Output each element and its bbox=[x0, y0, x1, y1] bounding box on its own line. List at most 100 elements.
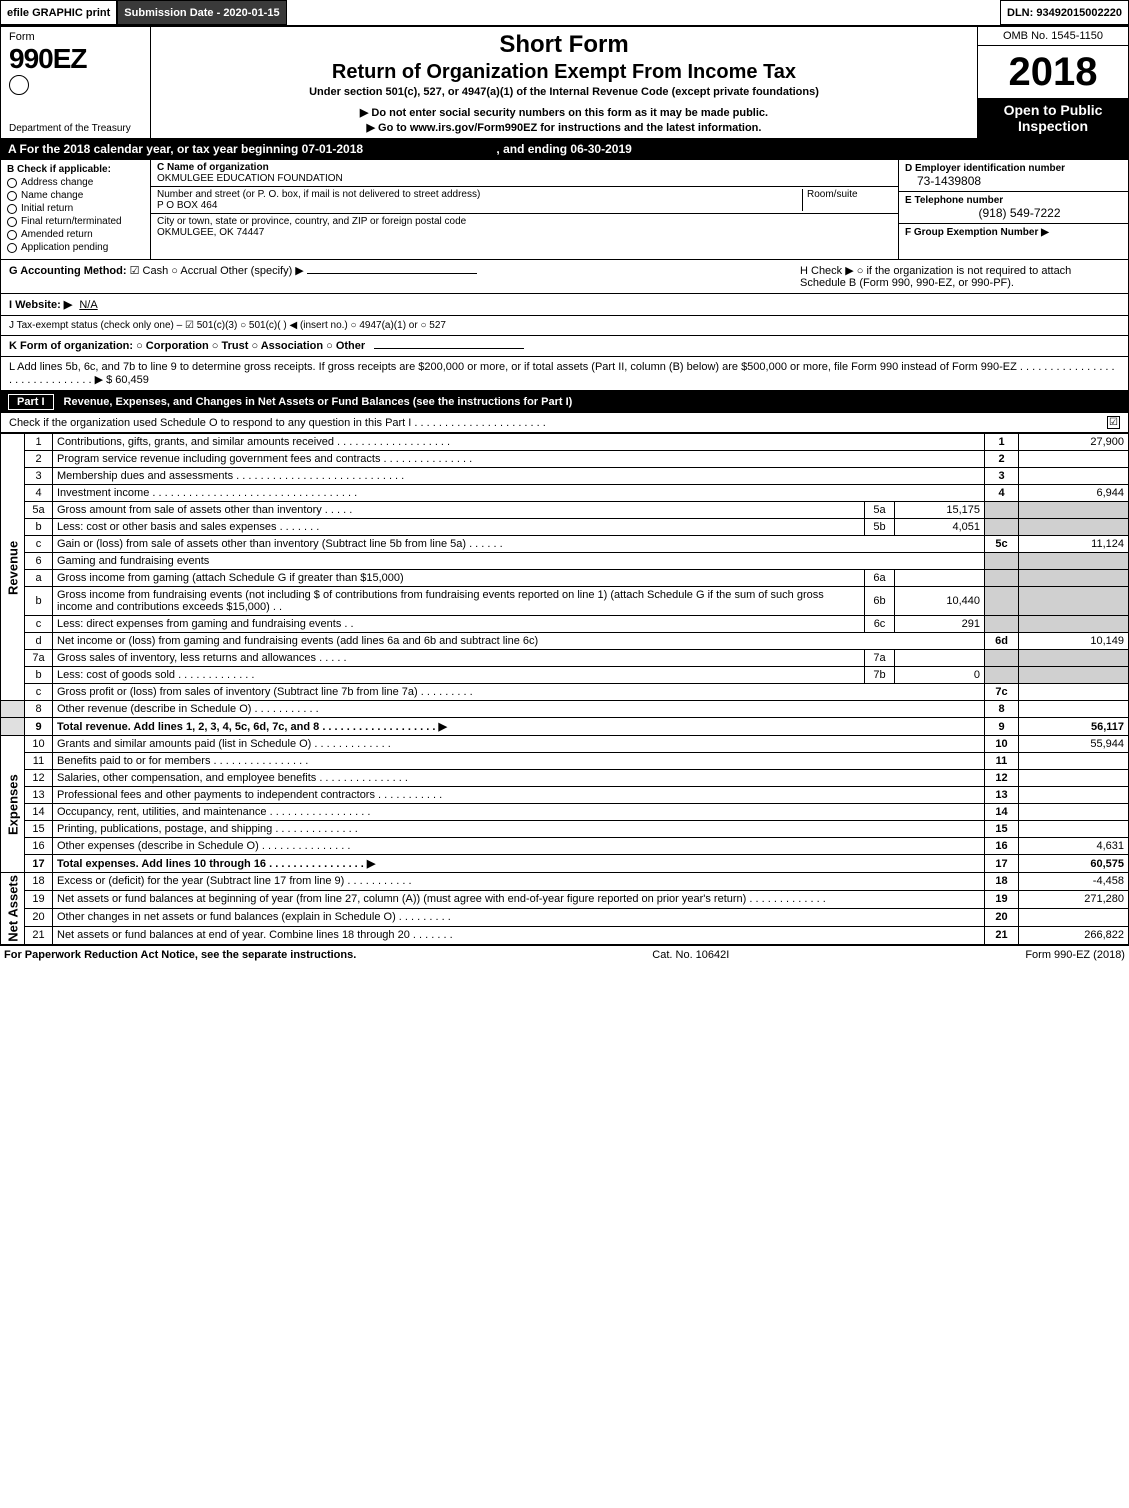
grey-cell bbox=[985, 553, 1019, 570]
line-no: c bbox=[25, 536, 53, 553]
side-spacer bbox=[1, 701, 25, 718]
table-row: 12Salaries, other compensation, and empl… bbox=[1, 770, 1129, 787]
submission-date: Submission Date - 2020-01-15 bbox=[117, 0, 286, 25]
line-no: 6 bbox=[25, 553, 53, 570]
line-box: 7c bbox=[985, 684, 1019, 701]
tax-period-row: A For the 2018 calendar year, or tax yea… bbox=[0, 139, 1129, 159]
line-no: 9 bbox=[25, 718, 53, 736]
line-box: 6d bbox=[985, 633, 1019, 650]
part1-check-text: Check if the organization used Schedule … bbox=[9, 417, 546, 429]
line-no: 14 bbox=[25, 804, 53, 821]
line-no: c bbox=[25, 616, 53, 633]
line-box: 17 bbox=[985, 855, 1019, 873]
section-j: J Tax-exempt status (check only one) – ☑… bbox=[0, 316, 1129, 336]
line-no: b bbox=[25, 519, 53, 536]
table-row: 16Other expenses (describe in Schedule O… bbox=[1, 838, 1129, 855]
checkbox-icon[interactable] bbox=[7, 243, 17, 253]
section-c: C Name of organization OKMULGEE EDUCATIO… bbox=[151, 160, 898, 259]
line-desc: Membership dues and assessments . . . . … bbox=[53, 468, 985, 485]
g-other: Other (specify) ▶ bbox=[220, 265, 304, 277]
line-desc: Professional fees and other payments to … bbox=[53, 787, 985, 804]
line-box: 1 bbox=[985, 434, 1019, 451]
grey-cell bbox=[1019, 553, 1129, 570]
line-amount: 60,575 bbox=[1019, 855, 1129, 873]
checkbox-icon[interactable] bbox=[7, 178, 17, 188]
line-no: b bbox=[25, 667, 53, 684]
telephone-label: E Telephone number bbox=[905, 195, 1122, 206]
line-desc: Grants and similar amounts paid (list in… bbox=[53, 736, 985, 753]
table-row: b Less: cost of goods sold . . . . . . .… bbox=[1, 667, 1129, 684]
expenses-side-label: Expenses bbox=[1, 736, 25, 873]
line-desc: Total expenses. Add lines 10 through 16 … bbox=[53, 855, 985, 873]
line-no: 5a bbox=[25, 502, 53, 519]
line-no: 17 bbox=[25, 855, 53, 873]
checkbox-icon[interactable] bbox=[7, 230, 17, 240]
section-i: I Website: ▶ N/A bbox=[0, 294, 1129, 316]
go-to-link[interactable]: ▶ Go to www.irs.gov/Form990EZ for instru… bbox=[161, 121, 967, 134]
k-other-input[interactable] bbox=[374, 348, 524, 349]
line-desc: Gross income from fundraising events (no… bbox=[53, 587, 865, 616]
grey-cell bbox=[1019, 616, 1129, 633]
grey-cell bbox=[985, 650, 1019, 667]
line-amount bbox=[1019, 753, 1129, 770]
open-to-public: Open to Public Inspection bbox=[978, 98, 1128, 138]
g-accrual: ○ Accrual bbox=[171, 265, 217, 277]
part1-title: Revenue, Expenses, and Changes in Net As… bbox=[64, 396, 573, 408]
line-box: 16 bbox=[985, 838, 1019, 855]
table-row: Revenue 1 Contributions, gifts, grants, … bbox=[1, 434, 1129, 451]
checkmark-icon[interactable]: ☑ bbox=[1107, 416, 1120, 429]
k-label: K Form of organization: ○ Corporation ○ … bbox=[9, 340, 365, 352]
table-row: b Gross income from fundraising events (… bbox=[1, 587, 1129, 616]
line-no: 8 bbox=[25, 701, 53, 718]
g-other-input[interactable] bbox=[307, 273, 477, 274]
part1-header: Part I Revenue, Expenses, and Changes in… bbox=[0, 391, 1129, 413]
line-amount: 266,822 bbox=[1019, 926, 1129, 944]
line-box: 4 bbox=[985, 485, 1019, 502]
line-amount bbox=[1019, 770, 1129, 787]
table-row: Net Assets 18 Excess or (deficit) for th… bbox=[1, 873, 1129, 891]
page-footer: For Paperwork Reduction Act Notice, see … bbox=[0, 945, 1129, 964]
grey-cell bbox=[1019, 650, 1129, 667]
mini-box: 7b bbox=[865, 667, 895, 684]
line-box: 5c bbox=[985, 536, 1019, 553]
mini-amount: 4,051 bbox=[895, 519, 985, 536]
line-no: 13 bbox=[25, 787, 53, 804]
line-amount: 55,944 bbox=[1019, 736, 1129, 753]
line-box: 12 bbox=[985, 770, 1019, 787]
grey-cell bbox=[985, 519, 1019, 536]
table-row: c Less: direct expenses from gaming and … bbox=[1, 616, 1129, 633]
table-row: c Gain or (loss) from sale of assets oth… bbox=[1, 536, 1129, 553]
checkbox-icon[interactable] bbox=[7, 217, 17, 227]
g-cash: ☑ Cash bbox=[130, 265, 169, 277]
line-amount: 10,149 bbox=[1019, 633, 1129, 650]
line-no: 20 bbox=[25, 908, 53, 926]
checkbox-icon[interactable] bbox=[7, 191, 17, 201]
website-value: N/A bbox=[79, 299, 97, 311]
line-amount: 27,900 bbox=[1019, 434, 1129, 451]
form-label: Form bbox=[9, 31, 142, 43]
line-box: 14 bbox=[985, 804, 1019, 821]
table-row: c Gross profit or (loss) from sales of i… bbox=[1, 684, 1129, 701]
line-desc: Gaming and fundraising events bbox=[53, 553, 985, 570]
telephone-value: (918) 549-7222 bbox=[905, 206, 1122, 220]
do-not-enter: ▶ Do not enter social security numbers o… bbox=[161, 106, 967, 119]
mini-amount bbox=[895, 570, 985, 587]
mini-box: 7a bbox=[865, 650, 895, 667]
line-desc: Less: direct expenses from gaming and fu… bbox=[53, 616, 865, 633]
checkbox-icon[interactable] bbox=[7, 204, 17, 214]
line-amount bbox=[1019, 701, 1129, 718]
line-no: 18 bbox=[25, 873, 53, 891]
table-row: 21Net assets or fund balances at end of … bbox=[1, 926, 1129, 944]
line-box: 13 bbox=[985, 787, 1019, 804]
table-row: 14Occupancy, rent, utilities, and mainte… bbox=[1, 804, 1129, 821]
header-left: Form 990EZ Department of the Treasury bbox=[1, 27, 151, 138]
grey-cell bbox=[1019, 570, 1129, 587]
line-no: 12 bbox=[25, 770, 53, 787]
line-no: 15 bbox=[25, 821, 53, 838]
table-row: 19Net assets or fund balances at beginni… bbox=[1, 890, 1129, 908]
line-box: 15 bbox=[985, 821, 1019, 838]
paperwork-notice: For Paperwork Reduction Act Notice, see … bbox=[4, 949, 356, 961]
table-row: a Gross income from gaming (attach Sched… bbox=[1, 570, 1129, 587]
line-desc: Program service revenue including govern… bbox=[53, 451, 985, 468]
line-desc: Net assets or fund balances at beginning… bbox=[53, 890, 985, 908]
